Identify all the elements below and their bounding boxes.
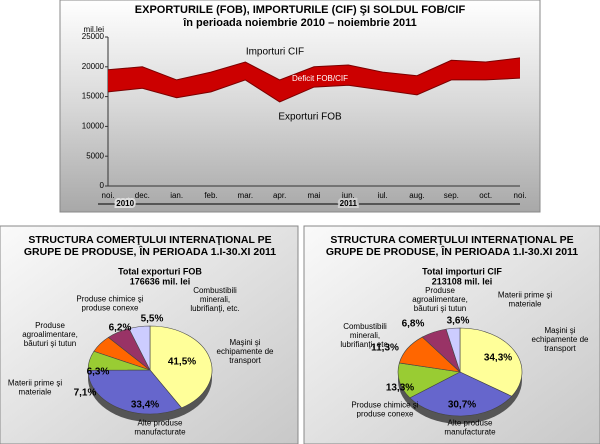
- value-label: 41,5%: [168, 357, 196, 368]
- pie-slice: [445, 327, 461, 373]
- category-label: Maşini şi echipamente de transport: [532, 326, 589, 353]
- category-label: Materii prime şi materiale: [8, 379, 62, 397]
- x-tick-label: noi.: [514, 191, 527, 200]
- chart-subtitle: 176636 mil. lei: [130, 276, 191, 286]
- x-tick-label: sep.: [444, 191, 459, 200]
- pie-slice: [128, 325, 151, 371]
- category-label: Alte produse manufacturate: [134, 419, 186, 437]
- y-tick-label: 10000: [82, 122, 105, 131]
- chart-title: GRUPE DE PRODUSE, ÎN PERIOADA 1.I-30.XI …: [326, 245, 578, 258]
- chart-title: GRUPE DE PRODUSE, ÎN PERIOADA 1.I-30.XI …: [24, 245, 276, 258]
- y-tick-label: 0: [100, 181, 105, 190]
- chart-subtitle: 213108 mil. lei: [432, 276, 493, 286]
- chart-title: STRUCTURA COMERŢULUI INTERNAŢIONAL PE: [330, 234, 573, 246]
- value-label: 5,5%: [141, 314, 164, 325]
- category-label: Produse agroalimentare, băuturi şi tutun: [412, 286, 468, 313]
- value-label: 33,4%: [131, 400, 159, 411]
- category-label: Combustibili minerali, lubrifianţi, etc.: [190, 286, 239, 313]
- value-label: 30,7%: [448, 400, 476, 411]
- deficit-band: [108, 57, 520, 102]
- category-label: Produse chimice şi produse conexe: [351, 401, 418, 419]
- chart-subtitle: Total importuri CIF: [422, 266, 502, 276]
- value-label: 3,6%: [447, 316, 470, 327]
- x-tick-label: iul.: [378, 191, 388, 200]
- category-label: Alte produse manufacturate: [444, 419, 496, 437]
- band-label: Deficit FOB/CIF: [292, 74, 348, 83]
- series-line: [107, 57, 521, 81]
- category-label: Produse chimice şi produse conexe: [76, 295, 143, 313]
- category-label: Maşini şi echipamente de transport: [217, 338, 274, 365]
- x-tick-label: apr.: [273, 191, 286, 200]
- category-label: Combustibili minerali, lubrifianţi, etc.: [340, 322, 389, 349]
- value-label: 6,8%: [402, 319, 425, 330]
- year-label: 2010: [116, 199, 134, 208]
- x-tick-label: oct.: [479, 191, 492, 200]
- value-label: 13,3%: [386, 383, 414, 394]
- series-line: [107, 77, 521, 103]
- y-axis-label: mil.lei: [84, 25, 105, 34]
- y-tick-label: 15000: [82, 92, 105, 101]
- value-label: 7,1%: [74, 388, 97, 399]
- category-label: Materii prime şi materiale: [498, 291, 552, 309]
- value-label: 34,3%: [484, 353, 512, 364]
- x-tick-label: feb.: [204, 191, 217, 200]
- year-label: 2011: [340, 199, 358, 208]
- y-tick-label: 25000: [82, 32, 105, 41]
- y-tick-label: 5000: [86, 151, 104, 160]
- chart-title: în perioada noiembrie 2010 – noiembrie 2…: [182, 17, 417, 29]
- x-tick-label: noi.: [102, 191, 115, 200]
- category-label: Produse agroalimentare, băuturi şi tutun: [22, 321, 78, 348]
- pie-slice: [87, 369, 183, 415]
- x-tick-label: iun.: [342, 191, 355, 200]
- top-panel: [59, 0, 541, 213]
- chart-title: EXPORTURILE (FOB), IMPORTURILE (CIF) ŞI …: [135, 4, 466, 16]
- value-label: 6,2%: [109, 323, 132, 334]
- value-label: 11,3%: [371, 343, 399, 354]
- x-tick-label: ian.: [170, 191, 183, 200]
- x-tick-label: dec.: [135, 191, 150, 200]
- value-label: 6,3%: [87, 367, 110, 378]
- chart-title: STRUCTURA COMERŢULUI INTERNAŢIONAL PE: [28, 234, 271, 246]
- x-tick-label: mar.: [238, 191, 254, 200]
- series-label: Exporturi FOB: [278, 112, 342, 123]
- pie-slice: [149, 325, 213, 409]
- y-tick-label: 20000: [82, 62, 105, 71]
- series-label: Importuri CIF: [246, 47, 304, 58]
- pie-slice: [409, 371, 513, 417]
- chart-subtitle: Total exporturi FOB: [118, 266, 202, 276]
- x-tick-label: aug.: [409, 191, 425, 200]
- x-tick-label: mai: [308, 191, 321, 200]
